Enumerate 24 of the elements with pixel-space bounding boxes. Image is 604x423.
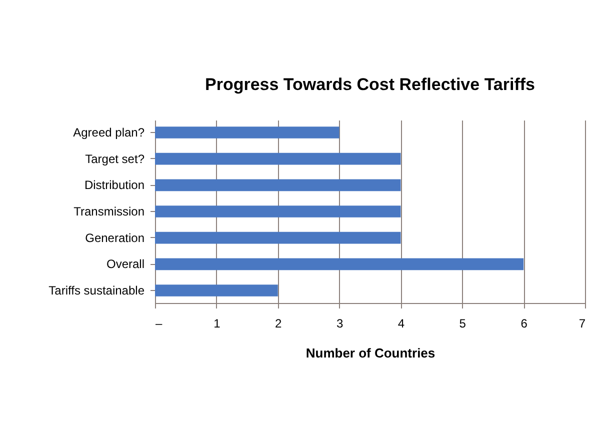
bar xyxy=(155,126,340,138)
x-tick-label: 6 xyxy=(520,316,528,330)
chart-title: Progress Towards Cost Reflective Tariffs xyxy=(204,75,536,94)
y-tick-label: Distribution xyxy=(84,178,144,192)
y-tick-label: Target set? xyxy=(85,152,145,166)
bar xyxy=(155,232,401,244)
x-tick-label: 2 xyxy=(275,316,282,330)
y-tick-label: Agreed plan? xyxy=(73,126,145,140)
bar xyxy=(155,152,401,165)
x-tick-label: 1 xyxy=(214,316,221,330)
x-tick-label: 3 xyxy=(336,316,344,330)
x-tick-label: 7 xyxy=(578,316,586,330)
y-tick-label: Transmission xyxy=(74,204,144,218)
x-tick-label: – xyxy=(156,316,162,330)
bar xyxy=(155,179,401,192)
y-tick-label: Overall xyxy=(106,257,144,272)
bar xyxy=(155,284,278,296)
x-axis-title: Number of Countries xyxy=(306,346,436,360)
y-tick-label: Generation xyxy=(85,230,144,245)
y-tick-label: Tariffs sustainable xyxy=(48,283,145,298)
x-tick-label: 4 xyxy=(398,316,405,330)
x-tick-label: 5 xyxy=(459,316,466,330)
bar xyxy=(155,258,524,270)
bar xyxy=(155,206,401,218)
